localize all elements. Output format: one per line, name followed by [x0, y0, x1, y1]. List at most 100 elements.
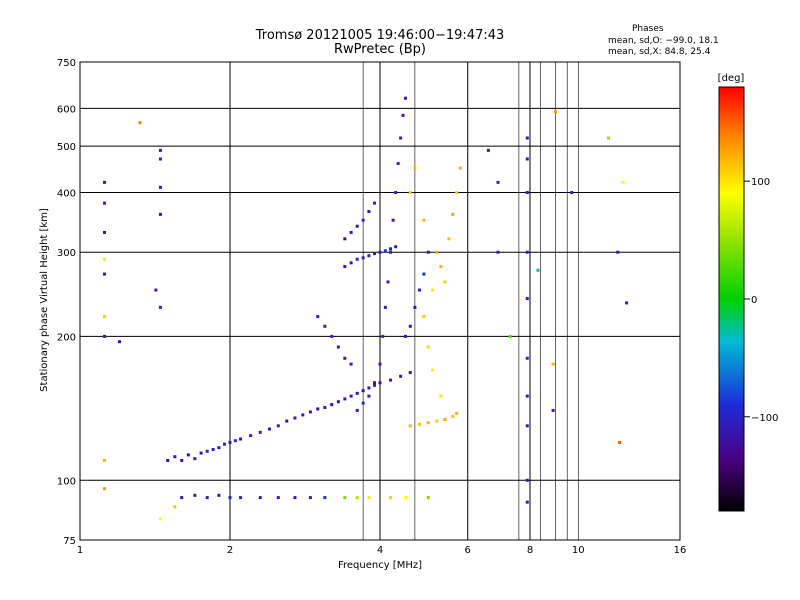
- data-point: [401, 113, 405, 117]
- data-point: [349, 362, 353, 366]
- data-point: [394, 190, 398, 194]
- data-point: [525, 424, 529, 428]
- data-point: [373, 381, 377, 385]
- data-point: [621, 180, 625, 184]
- data-point: [378, 250, 382, 254]
- data-point: [443, 280, 447, 284]
- data-point: [330, 334, 334, 338]
- data-point: [408, 190, 412, 194]
- data-point: [389, 496, 393, 500]
- data-point: [570, 190, 574, 194]
- x-tick-label: 8: [527, 545, 533, 556]
- data-point: [417, 422, 421, 426]
- data-point: [417, 288, 421, 292]
- data-point: [422, 218, 426, 222]
- data-point: [451, 212, 455, 216]
- data-point: [343, 237, 347, 241]
- data-point: [525, 356, 529, 360]
- data-point: [435, 250, 439, 254]
- data-point: [373, 201, 377, 205]
- data-point: [367, 386, 371, 390]
- data-point: [367, 254, 371, 258]
- data-point: [316, 407, 320, 411]
- data-point: [308, 496, 312, 500]
- data-point: [138, 121, 142, 125]
- data-point: [496, 180, 500, 184]
- data-point: [228, 496, 232, 500]
- x-tick-labels: 1 2 4 6 8 10 16: [77, 545, 687, 556]
- data-point: [496, 250, 500, 254]
- data-point: [173, 455, 177, 459]
- data-point: [378, 381, 382, 385]
- y-axis-label: Stationary phase Virtual Height [km]: [39, 208, 50, 392]
- data-point: [103, 487, 107, 491]
- data-point: [439, 265, 443, 269]
- stats-title: Phases: [632, 24, 664, 34]
- data-point: [173, 505, 177, 509]
- y-tick-label: 100: [57, 476, 76, 487]
- data-point: [336, 345, 340, 349]
- data-point: [443, 418, 447, 422]
- x-tick-label: 2: [227, 545, 233, 556]
- data-point: [361, 389, 365, 393]
- stats-line-o: mean, sd,O: −99.0, 18.1: [608, 36, 719, 46]
- data-point: [217, 493, 221, 497]
- data-point: [383, 305, 387, 309]
- data-point: [323, 405, 327, 409]
- colorbar-ticks: 100 0 −100: [744, 177, 778, 424]
- data-point: [180, 458, 184, 462]
- data-point: [239, 496, 243, 500]
- data-point: [403, 96, 407, 100]
- data-point: [355, 257, 359, 261]
- data-point: [293, 496, 297, 500]
- data-point: [408, 424, 412, 428]
- data-point: [186, 453, 190, 457]
- data-point: [422, 272, 426, 276]
- x-axis-label: Frequency [MHz]: [338, 560, 422, 571]
- data-point: [367, 394, 371, 398]
- data-point: [525, 478, 529, 482]
- data-point: [158, 517, 162, 521]
- data-point: [154, 288, 158, 292]
- data-point: [193, 493, 197, 497]
- data-point: [103, 272, 107, 276]
- data-point: [551, 362, 555, 366]
- colorbar-tick-label: −100: [751, 413, 778, 424]
- data-point: [103, 257, 107, 261]
- data-point: [323, 496, 327, 500]
- data-point: [193, 457, 197, 461]
- data-point: [293, 416, 297, 420]
- data-point: [383, 249, 387, 253]
- data-point: [301, 413, 305, 417]
- data-point: [308, 410, 312, 414]
- data-point: [249, 434, 253, 438]
- data-point: [403, 496, 407, 500]
- data-point: [399, 374, 403, 378]
- data-point: [378, 362, 382, 366]
- data-point: [408, 324, 412, 328]
- data-point: [394, 245, 398, 249]
- y-tick-label: 200: [57, 332, 76, 343]
- data-point: [205, 496, 209, 500]
- data-point: [625, 301, 629, 305]
- y-tick-label: 500: [57, 142, 76, 153]
- y-tick-labels: 75 100 200 300 400 500 600 750: [57, 58, 76, 547]
- data-point: [413, 305, 417, 309]
- data-point: [117, 340, 121, 344]
- data-point: [373, 252, 377, 256]
- data-point: [349, 261, 353, 265]
- data-point: [276, 424, 280, 428]
- chart-title: Tromsø 20121005 19:46:00−19:47:43: [255, 28, 505, 43]
- x-tick-label: 6: [465, 545, 471, 556]
- data-point: [223, 442, 227, 446]
- data-point: [158, 212, 162, 216]
- data-point: [361, 218, 365, 222]
- data-point: [336, 400, 340, 404]
- data-point: [330, 403, 334, 407]
- data-point: [525, 500, 529, 504]
- data-point: [536, 268, 540, 272]
- data-point: [103, 201, 107, 205]
- data-point: [343, 496, 347, 500]
- data-point: [103, 315, 107, 319]
